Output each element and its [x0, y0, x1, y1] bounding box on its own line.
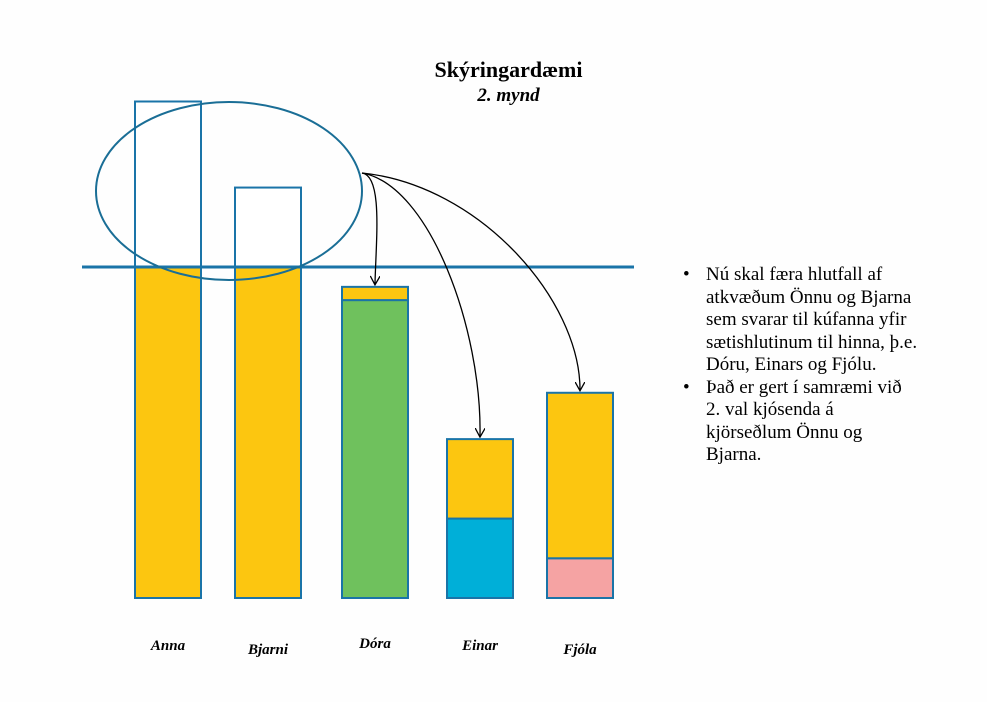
bar-segment-anna-surplus [134, 100, 202, 268]
bar-segment-einar-yellow [446, 438, 514, 520]
page-subtitle: 2. mynd [477, 85, 540, 106]
transfer-arrow-fjola [361, 172, 580, 390]
bar-segment-anna-yellow [134, 266, 202, 599]
note-text: Það er gert í samræmi við 2. val kjósend… [706, 376, 902, 466]
bullet-marker: • [683, 376, 690, 398]
bar-segment-bjarni-yellow [234, 266, 302, 599]
surplus-highlight-ellipse [95, 101, 363, 281]
bar-segment-dora-green [341, 299, 409, 599]
category-label-einar: Einar [462, 638, 498, 654]
transfer-arrow-dora [361, 172, 377, 284]
category-label-fjola: Fjóla [563, 642, 597, 658]
category-label-bjarni: Bjarni [247, 642, 289, 658]
transfer-arrow-einar [361, 172, 480, 436]
note-item: • Nú skal færa hlutfall af atkvæðum Önnu… [678, 264, 918, 377]
bar-segment-fjola-pink [546, 557, 614, 600]
bullet-marker: • [683, 264, 690, 285]
bar-segment-dora-yellow [341, 285, 409, 302]
category-label-dora: Dóra [359, 636, 391, 652]
note-text: Nú skal færa hlutfall af atkvæðum Önnu o… [706, 264, 918, 375]
bar-segment-fjola-yellow [546, 391, 614, 560]
note-item: • Það er gert í samræmi við 2. val kjóse… [678, 377, 918, 467]
category-label-anna: Anna [150, 638, 186, 654]
transfer-arrows-group [361, 172, 580, 436]
bar-segment-bjarni-surplus [234, 186, 302, 268]
bars-group [134, 100, 614, 600]
bar-segment-einar-blue [446, 517, 514, 599]
page-title: Skýringardæmi [434, 57, 583, 82]
notes-list: • Nú skal færa hlutfall af atkvæðum Önnu… [678, 264, 918, 467]
